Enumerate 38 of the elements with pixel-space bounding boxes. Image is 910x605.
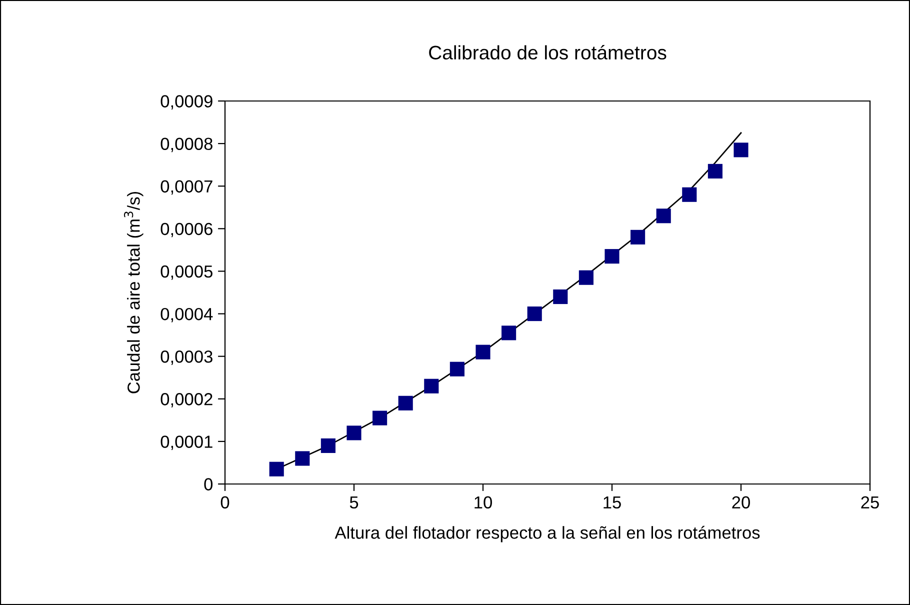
x-tick-label: 5	[350, 496, 358, 509]
point	[578, 270, 594, 285]
y-tick-label: 0,0003	[160, 350, 212, 365]
point	[424, 378, 439, 394]
point	[372, 410, 388, 426]
chart-title: Calibrado de los rotámetros	[429, 45, 666, 60]
y-tick-label: 0,0006	[160, 222, 212, 238]
point	[502, 326, 516, 340]
y-tick-label: 0,0002	[160, 393, 212, 408]
point	[734, 142, 748, 158]
point	[604, 249, 620, 264]
point	[346, 426, 362, 440]
y-tick-label: 0	[204, 478, 213, 490]
point	[476, 344, 490, 360]
y-tick-label: 0,0007	[160, 180, 212, 195]
x-tick-label: 15	[604, 496, 621, 509]
x-tick-label: 0	[220, 496, 230, 509]
y-tick-label: 0,0004	[160, 308, 213, 322]
point	[398, 396, 413, 410]
point	[682, 187, 697, 202]
point	[320, 438, 336, 453]
x-tick-label: 10	[474, 496, 492, 509]
point	[527, 306, 542, 322]
point	[630, 230, 646, 244]
y-axis-title: Caudal de aire total (m$^{3}$/s)	[124, 192, 144, 394]
y-tick-label: 0,0008	[160, 138, 212, 152]
point	[553, 289, 568, 304]
point	[656, 208, 671, 224]
point	[269, 462, 284, 476]
y-tick-label: 0,0009	[160, 95, 212, 110]
x-tick-label: 20	[732, 496, 750, 509]
y-tick-label: 0,0001	[160, 436, 212, 450]
x-tick-label: 25	[861, 496, 879, 509]
point	[295, 451, 310, 466]
y-tick-label: 0,0005	[160, 265, 212, 280]
point	[450, 362, 464, 376]
point	[708, 164, 722, 178]
x-axis-title: Altura del flotador respecto a la señal en los rotámetros	[334, 526, 760, 542]
